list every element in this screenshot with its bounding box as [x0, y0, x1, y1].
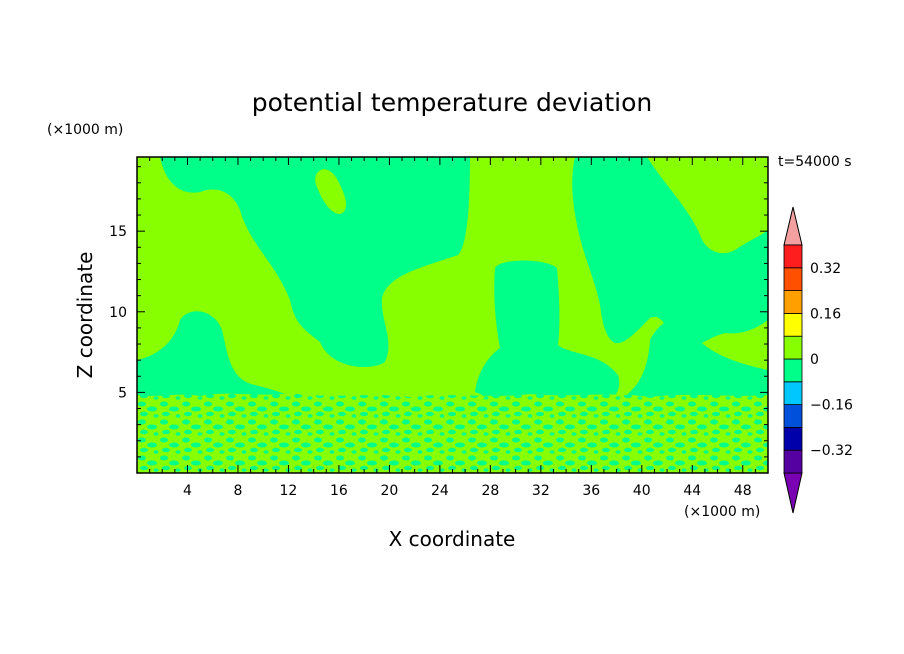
chart-title: potential temperature deviation — [252, 88, 652, 117]
contour-field — [137, 157, 768, 473]
y-axis-ticks: 5 10 15 — [109, 166, 768, 458]
colorbar-over-triangle — [783, 206, 803, 246]
negative-region-right — [620, 319, 768, 400]
x-unit-label: (×1000 m) — [684, 504, 760, 520]
colorbar-segment — [783, 312, 803, 337]
colorbar-segment — [783, 426, 803, 451]
negative-region-left — [137, 311, 300, 400]
y-axis-label: Z coordinate — [73, 252, 97, 379]
negative-region-middle — [475, 260, 620, 408]
x-tick-label: 32 — [532, 483, 550, 499]
x-tick-label: 12 — [280, 483, 298, 499]
x-tick-label: 20 — [380, 483, 398, 499]
x-tick-label: 24 — [431, 483, 449, 499]
x-tick-label: 16 — [330, 483, 348, 499]
x-tick-label: 28 — [481, 483, 499, 499]
colorbar-segment — [783, 381, 803, 405]
colorbar-segment — [783, 449, 803, 474]
x-tick-label: 40 — [633, 483, 651, 499]
negative-blob-small — [655, 353, 677, 379]
colorbar-segment — [783, 244, 803, 269]
x-tick-label: 36 — [582, 483, 600, 499]
x-axis-ticks: 4 8 12 16 20 24 28 32 36 40 44 48 — [149, 157, 756, 499]
time-label: t=54000 s — [778, 154, 852, 170]
colorbar-label: −0.32 — [810, 443, 853, 459]
x-axis-label: X coordinate — [389, 527, 516, 551]
colorbar-under-triangle — [783, 472, 803, 514]
positive-blob-top — [315, 169, 346, 214]
colorbar-segment — [783, 335, 803, 360]
colorbar-segment — [783, 290, 803, 314]
y-tick-label: 5 — [118, 385, 127, 401]
colorbar-label: 0 — [810, 352, 819, 368]
x-tick-label: 4 — [183, 483, 192, 499]
turbulent-boundary-layer — [137, 402, 768, 473]
x-tick-label: 8 — [233, 483, 242, 499]
colorbar-segment — [783, 267, 803, 291]
x-tick-label: 48 — [734, 483, 752, 499]
colorbar-label: 0.16 — [810, 306, 841, 322]
colorbar-segment — [783, 404, 803, 428]
colorbar-label: −0.16 — [810, 398, 853, 414]
colorbar: 0.32 0.16 0 −0.16 −0.32 — [783, 206, 853, 514]
positive-blob-small — [329, 370, 343, 390]
boundary-layer-top-edge — [137, 393, 768, 402]
colorbar-segment — [783, 358, 803, 383]
y-tick-label: 15 — [109, 224, 127, 240]
y-unit-label: (×1000 m) — [47, 122, 123, 138]
negative-region-center — [572, 157, 768, 353]
y-tick-label: 10 — [109, 305, 127, 321]
x-tick-label: 44 — [683, 483, 701, 499]
colorbar-label: 0.32 — [810, 261, 841, 277]
negative-region-upper — [160, 157, 470, 368]
